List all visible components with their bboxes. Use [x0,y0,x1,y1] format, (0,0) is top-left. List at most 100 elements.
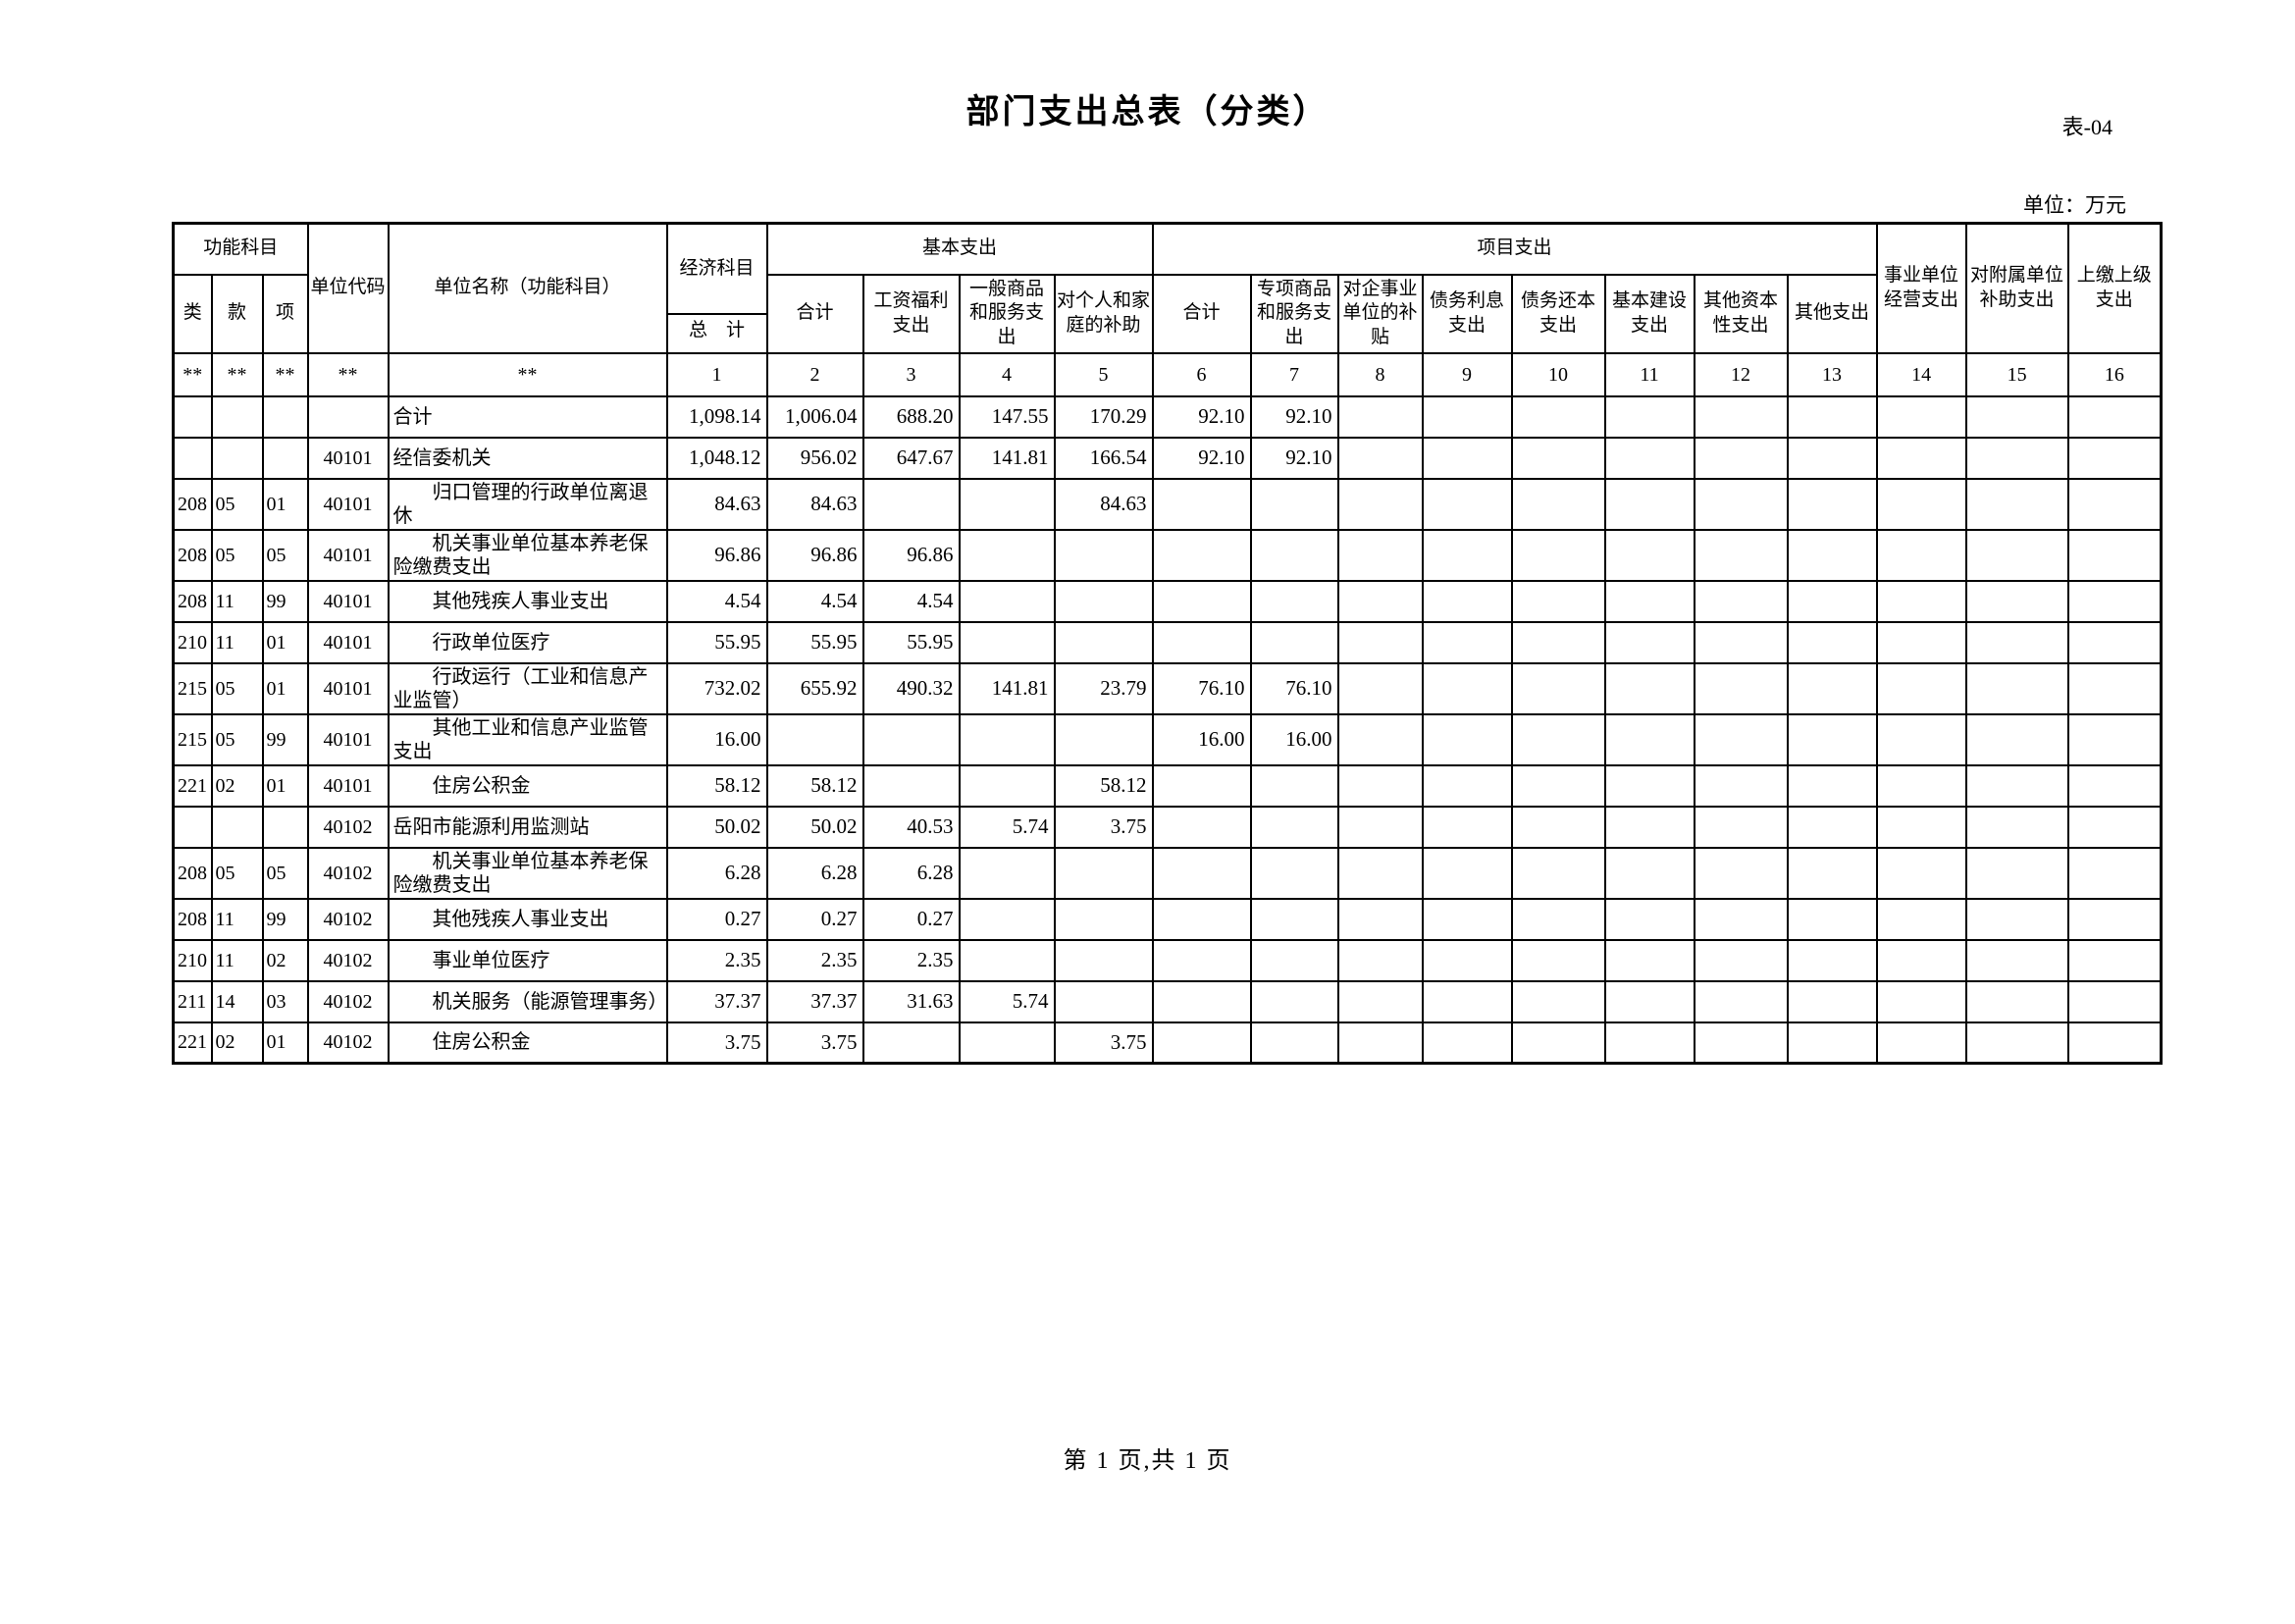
func-item-cell: 02 [261,938,309,982]
value-cell: 23.79 [1053,661,1154,715]
table-header: 功能科目 单位代码 单位名称（功能科目） 经济科目 总 计 基本支出 项目支出 … [172,222,2163,354]
value-cell: 50.02 [765,805,864,849]
value-cell [1964,897,2069,941]
func-item-cell [261,436,309,480]
value-cell [1053,712,1154,766]
func-item-cell: 05 [261,846,309,900]
header-unit-name: 单位名称（功能科目） [387,222,668,354]
value-cell: 96.86 [861,528,961,582]
value-cell: 490.32 [861,661,961,715]
func-class-cell: 208 [172,528,213,582]
value-cell [1053,620,1154,664]
value-cell [1421,979,1513,1023]
value-cell: 0.27 [765,897,864,941]
func-item-cell: 01 [261,763,309,808]
value-cell: 16.00 [665,712,768,766]
value-cell [1336,528,1424,582]
value-cell [1249,763,1339,808]
value-cell [861,1021,961,1065]
column-number-cell: 11 [1603,351,1695,397]
func-class-cell: 211 [172,979,213,1023]
value-cell [1249,979,1339,1023]
func-section-cell: 05 [210,477,264,531]
column-number-row: ** ** ** ** ** 1 2 3 4 5 6 7 8 9 10 11 12 13 14 15 16 [172,351,2163,397]
page-number: 第 1 页,共 1 页 [1063,1448,1232,1474]
func-section-cell: 05 [210,846,264,900]
value-cell [1875,1021,1967,1065]
unit-name-cell: 住房公积金 [387,1021,668,1065]
value-cell [1693,938,1789,982]
value-cell [1421,897,1513,941]
unit-code-cell: 40101 [306,528,390,582]
func-section-cell [210,394,264,439]
func-section-cell: 11 [210,938,264,982]
value-cell: 96.86 [665,528,768,582]
value-cell [1421,620,1513,664]
header-project-special-goods: 专项商品和服务支出 [1249,273,1339,354]
value-cell [1151,579,1252,623]
value-cell [2066,979,2163,1023]
value-cell [1336,1021,1424,1065]
value-cell: 84.63 [765,477,864,531]
value-cell [2066,620,2163,664]
value-cell: 3.75 [1053,805,1154,849]
table-row: 合计 1,098.14 1,006.04 688.20 147.55 170.29 92.1… [172,394,2163,439]
value-cell [1336,763,1424,808]
table-row: 208 05 05 40101 机关事业单位基本养老保险缴费支出 96.86 96.86 96… [172,528,2163,582]
table-row: 40101 经信委机关 1,048.12 956.02 647.67 141.81 166.… [172,436,2163,480]
column-number-cell: 14 [1875,351,1967,397]
value-cell [2066,763,2163,808]
value-cell: 50.02 [665,805,768,849]
column-number-cell: 16 [2066,351,2163,397]
value-cell: 2.35 [665,938,768,982]
value-cell [1786,620,1878,664]
unit-code-cell: 40102 [306,1021,390,1065]
header-basic-total: 合计 [765,273,864,354]
func-class-cell: 221 [172,1021,213,1065]
value-cell [1603,938,1695,982]
value-cell [1421,712,1513,766]
header-remit-to-superior: 上缴上级支出 [2066,222,2163,354]
value-cell [1786,528,1878,582]
value-cell [2066,1021,2163,1065]
value-cell [958,712,1056,766]
unit-code-cell: 40101 [306,763,390,808]
value-cell: 170.29 [1053,394,1154,439]
header-func-item: 项 [261,273,309,354]
value-cell: 76.10 [1249,661,1339,715]
value-cell [1510,661,1606,715]
value-cell [1151,477,1252,531]
value-cell [1786,846,1878,900]
value-cell [1421,763,1513,808]
value-cell: 0.27 [861,897,961,941]
value-cell [1053,846,1154,900]
value-cell [1421,846,1513,900]
value-cell [1421,394,1513,439]
value-cell: 1,048.12 [665,436,768,480]
table-row: 215 05 99 40101 其他工业和信息产业监管支出 16.00 16.00 16.00 [172,712,2163,766]
value-cell: 2.35 [765,938,864,982]
value-cell [1964,436,2069,480]
value-cell [2066,661,2163,715]
column-number-cell: 2 [765,351,864,397]
value-cell [2066,477,2163,531]
value-cell: 141.81 [958,436,1056,480]
value-cell [1964,620,2069,664]
value-cell: 1,098.14 [665,394,768,439]
value-cell [1693,897,1789,941]
header-basic-expenditure-group: 基本支出 [765,222,1154,276]
value-cell: 76.10 [1151,661,1252,715]
unit-code-cell: 40101 [306,661,390,715]
func-section-cell: 05 [210,712,264,766]
value-cell [958,763,1056,808]
value-cell [1510,846,1606,900]
value-cell [1249,1021,1339,1065]
value-cell [1151,528,1252,582]
value-cell [1249,897,1339,941]
header-project-debt-principal: 债务还本支出 [1510,273,1606,354]
value-cell [1151,763,1252,808]
value-cell [1336,979,1424,1023]
value-cell [1510,805,1606,849]
header-func-class: 类 [172,273,213,354]
value-cell [958,938,1056,982]
